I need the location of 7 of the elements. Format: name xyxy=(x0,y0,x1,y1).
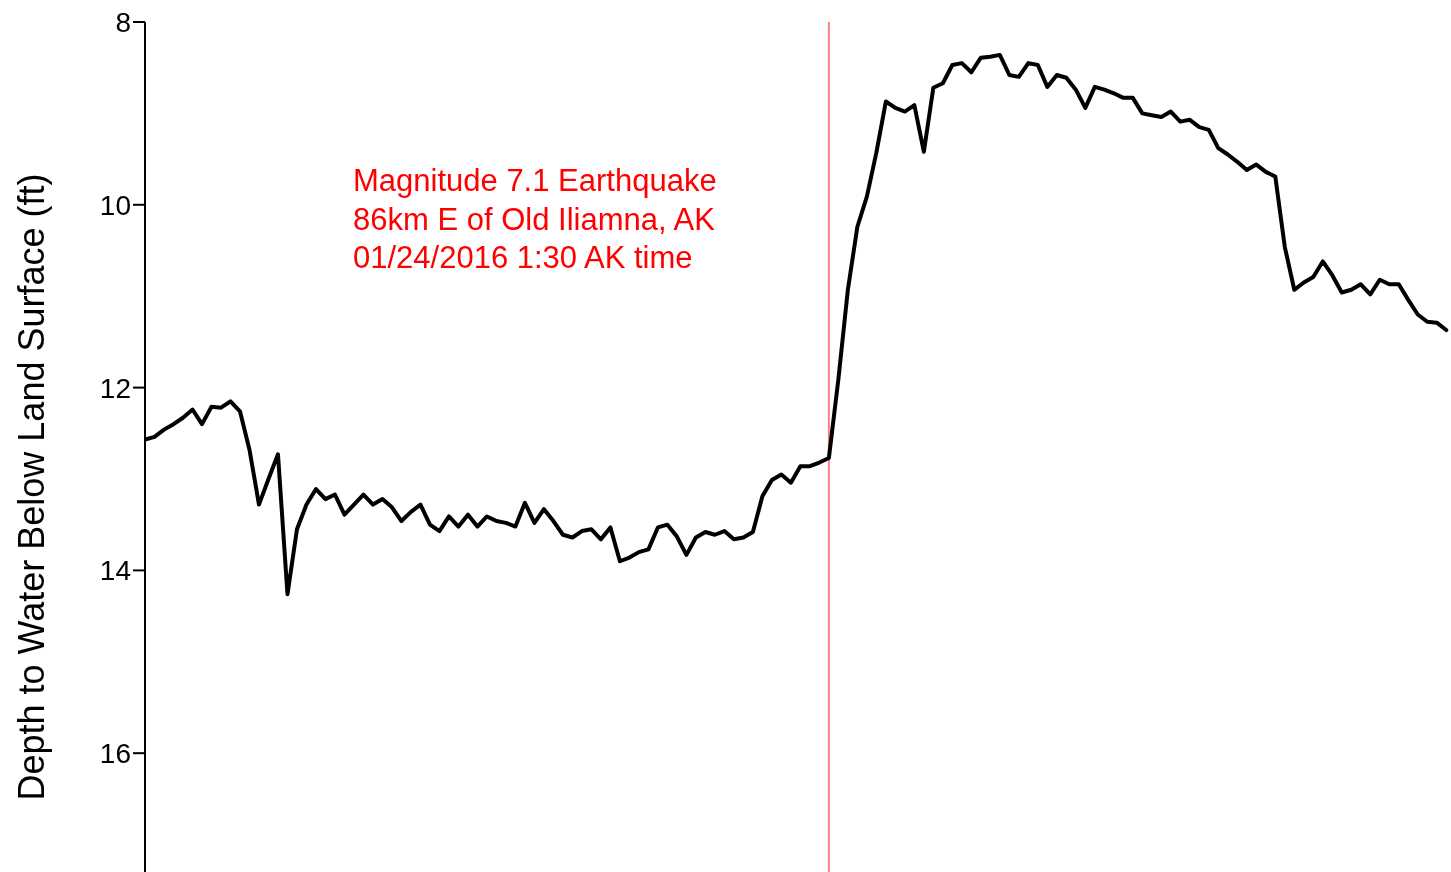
y-tick-label: 14 xyxy=(99,555,131,587)
y-tick-label: 12 xyxy=(99,372,131,404)
y-tick-label: 8 xyxy=(115,6,131,38)
y-axis-title: Depth to Water Below Land Surface (ft) xyxy=(11,173,52,801)
y-tick-label: 16 xyxy=(99,738,131,770)
y-tick-label: 10 xyxy=(99,189,131,221)
annotation: Magnitude 7.1 Earthquake 86km E of Old Iliamna, AK 01/24/2016 1:30 AK time xyxy=(353,162,717,277)
